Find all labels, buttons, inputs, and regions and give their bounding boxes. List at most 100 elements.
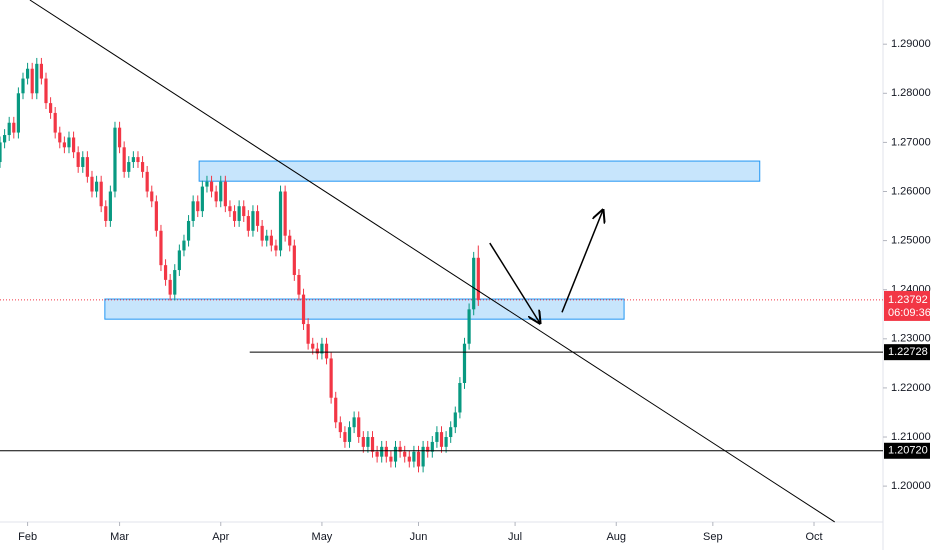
candle-body: [99, 181, 103, 207]
x-tick-label: Sep: [703, 531, 723, 543]
candle-body: [108, 191, 112, 221]
candle-body: [104, 206, 108, 221]
candle-body: [58, 132, 62, 143]
level-label-box: [884, 344, 930, 361]
x-tick-label: May: [312, 531, 333, 543]
candle-body: [177, 250, 181, 271]
candle-body: [21, 78, 25, 94]
y-tick-label: 1.27000: [891, 136, 931, 148]
candle-body: [159, 230, 163, 266]
candle-body: [435, 432, 439, 442]
x-tick-label: Mar: [110, 531, 129, 543]
candle-body: [283, 191, 287, 236]
x-tick-label: Oct: [805, 531, 822, 543]
candle-body: [94, 181, 99, 192]
candle-body: [39, 63, 43, 79]
candle-body: [25, 68, 30, 79]
candle-body: [467, 309, 471, 344]
candle-body: [150, 191, 154, 202]
candle-body: [2, 135, 7, 143]
candle-body: [412, 451, 416, 462]
candle-body: [16, 93, 20, 133]
candle-body: [403, 451, 407, 457]
candle-body: [338, 422, 342, 433]
candle-body: [398, 446, 402, 452]
candle-body: [352, 417, 356, 428]
candle-body: [214, 191, 218, 202]
candle-body: [205, 181, 209, 187]
candle-body: [242, 206, 246, 217]
candle-body: [407, 456, 411, 462]
last-price-label: 1.23792: [888, 294, 928, 306]
candle-body: [389, 456, 393, 462]
candle-body: [444, 437, 448, 447]
candle-body: [297, 274, 301, 295]
y-tick-label: 1.21000: [891, 431, 931, 443]
candle-body: [186, 220, 191, 241]
candle-body: [357, 417, 361, 438]
y-tick-label: 1.25000: [891, 235, 931, 247]
candle-body: [127, 162, 131, 172]
candle-body: [163, 265, 168, 280]
level-label-box: [884, 442, 930, 459]
candle-body: [324, 343, 329, 359]
y-tick-label: 1.23000: [891, 333, 931, 345]
candle-body: [76, 152, 80, 167]
candle-body: [260, 225, 264, 241]
candle-body: [44, 78, 48, 104]
candle-body: [209, 181, 214, 192]
y-tick-label: 1.22000: [891, 382, 931, 394]
candle-body: [439, 432, 444, 447]
candle-body: [421, 446, 425, 467]
candle-body: [343, 432, 347, 442]
candle-body: [269, 235, 273, 246]
candle-body: [62, 142, 66, 148]
arrow: [489, 242, 540, 323]
candle-body: [255, 211, 260, 226]
candle-body: [154, 201, 158, 231]
trendline: [29, 0, 835, 523]
countdown: 06:09:36: [888, 307, 931, 319]
candle-body: [311, 343, 315, 349]
level-label: 1.22728: [888, 346, 928, 358]
candle-body: [306, 324, 310, 344]
candle-body: [334, 397, 338, 423]
candle-body: [320, 343, 324, 354]
candle-body: [113, 127, 117, 192]
candle-body: [223, 181, 227, 207]
x-tick-label: Apr: [212, 531, 229, 543]
candle-body: [347, 427, 352, 442]
candle-body: [458, 383, 462, 413]
candle-body: [196, 201, 200, 212]
candle-body: [0, 142, 2, 163]
candle-body: [370, 437, 375, 452]
candle-body: [237, 206, 241, 221]
candle-body: [246, 216, 250, 231]
candle-body: [292, 245, 296, 275]
last-price-box: [884, 290, 930, 321]
candle-body: [191, 201, 195, 221]
candle-body: [453, 412, 457, 428]
candle-body: [301, 294, 306, 325]
zone: [198, 160, 761, 182]
candle-body: [393, 446, 398, 462]
x-tick-label: Aug: [606, 531, 626, 543]
candle-body: [200, 186, 204, 212]
candle-body: [85, 157, 89, 177]
candle-body: [430, 441, 434, 452]
candle-body: [35, 63, 39, 94]
candle-body: [274, 245, 278, 251]
candle-body: [131, 157, 135, 163]
candle-body: [251, 211, 255, 231]
candle-body: [329, 358, 333, 398]
candle-body: [30, 68, 34, 94]
candle-body: [81, 157, 85, 167]
candle-body: [426, 446, 430, 452]
candle-body: [472, 257, 476, 310]
candle-body: [117, 127, 122, 148]
candle-body: [219, 181, 223, 202]
candle-body: [232, 211, 237, 221]
candle-body: [136, 157, 140, 163]
candle-body: [12, 122, 16, 133]
